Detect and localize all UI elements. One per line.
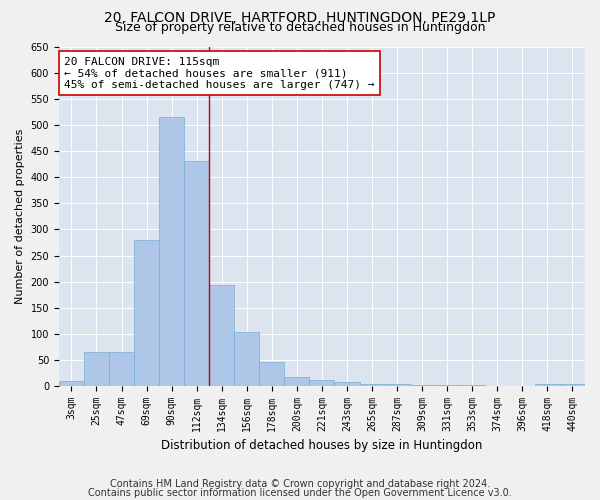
Bar [385,384,410,386]
Bar [134,240,159,386]
Bar [560,384,585,386]
Bar [434,385,460,386]
Bar [284,378,310,386]
Bar [159,117,184,386]
Bar [209,286,234,386]
Y-axis label: Number of detached properties: Number of detached properties [15,128,25,304]
Text: 20, FALCON DRIVE, HARTFORD, HUNTINGDON, PE29 1LP: 20, FALCON DRIVE, HARTFORD, HUNTINGDON, … [104,11,496,25]
X-axis label: Distribution of detached houses by size in Huntingdon: Distribution of detached houses by size … [161,440,482,452]
Bar [410,384,434,386]
Text: Contains public sector information licensed under the Open Government Licence v3: Contains public sector information licen… [88,488,512,498]
Text: Size of property relative to detached houses in Huntingdon: Size of property relative to detached ho… [115,21,485,34]
Bar [310,380,334,386]
Bar [184,162,209,386]
Bar [460,385,485,386]
Bar [59,381,84,386]
Bar [109,352,134,386]
Text: Contains HM Land Registry data © Crown copyright and database right 2024.: Contains HM Land Registry data © Crown c… [110,479,490,489]
Bar [234,332,259,386]
Bar [84,352,109,386]
Bar [334,382,359,386]
Bar [535,384,560,386]
Bar [259,362,284,386]
Bar [359,384,385,386]
Text: 20 FALCON DRIVE: 115sqm
← 54% of detached houses are smaller (911)
45% of semi-d: 20 FALCON DRIVE: 115sqm ← 54% of detache… [64,56,374,90]
